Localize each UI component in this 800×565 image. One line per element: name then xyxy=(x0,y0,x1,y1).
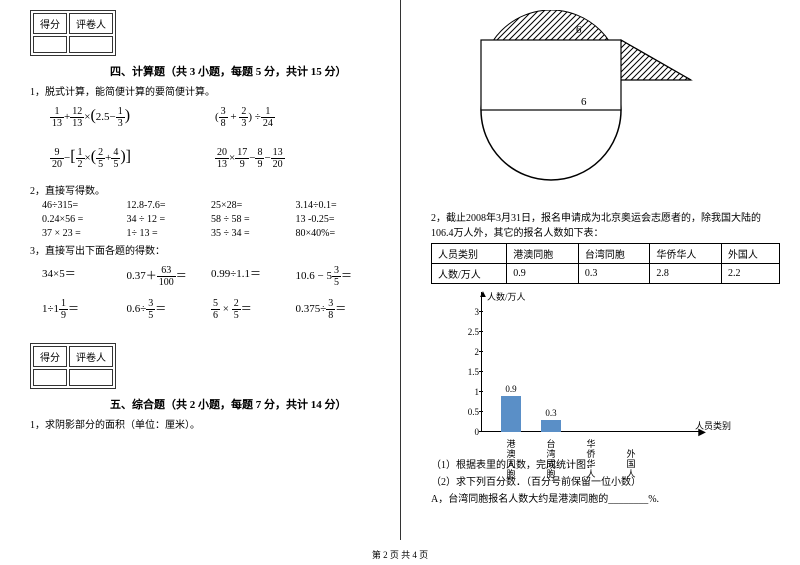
page-footer: 第 2 页 共 4 页 xyxy=(0,548,800,561)
sub-q-2: （2）求下列百分数．（百分号前保留一位小数） xyxy=(431,473,780,488)
sub-q-a: A，台湾同胞报名人数大约是港澳同胞的________%. xyxy=(431,490,780,505)
q4-3: 3，直接写出下面各题的得数： xyxy=(30,242,380,257)
q5-1: 1，求阴影部分的面积（单位：厘米）。 xyxy=(30,416,380,431)
score-box-2: 得分评卷人 xyxy=(30,343,116,389)
geometry-figure: 6 6 xyxy=(431,10,711,200)
expr-1b: (38 + 23) ÷124 xyxy=(215,106,380,129)
s2d: 0.375÷38＝ xyxy=(296,298,381,321)
score-box: 得分 评卷人 xyxy=(30,10,116,56)
label-6-top: 6 xyxy=(576,24,582,36)
expr-2b: 2013×179−89−1320 xyxy=(215,147,380,170)
score-cell-2: 评卷人 xyxy=(69,13,113,34)
x-axis-label: 人员类别 xyxy=(695,419,731,432)
s2b: 0.6÷35＝ xyxy=(127,298,212,321)
data-table: 人员类别港澳同胞台湾同胞华侨华人外国人 人数/万人0.90.32.82.2 xyxy=(431,243,780,284)
expr-2a: 920−[12×(25+45)] xyxy=(30,147,215,170)
q4-2: 2，直接写得数。 xyxy=(30,182,380,197)
s2a: 1÷119＝ xyxy=(42,298,127,321)
sub-q-1: （1）根据表里的人数，完成统计图． xyxy=(431,456,780,471)
s1c: 0.99÷1.1＝ xyxy=(211,265,296,288)
bar-chart: 人数/万人 ▲ ▶ 人员类别 32.521.510.500.9港澳同胞0.3台湾… xyxy=(451,292,711,452)
s2c: 56 × 25＝ xyxy=(211,298,296,321)
s1d: 10.6 − 535＝ xyxy=(296,265,381,288)
y-axis-label: 人数/万人 xyxy=(487,290,526,303)
label-6-inner: 6 xyxy=(581,96,587,108)
score-cell-1: 得分 xyxy=(33,13,67,34)
q4-1: 1，脱式计算，能简便计算的要简便计算。 xyxy=(30,83,380,98)
section-5-title: 五、综合题（共 2 小题，每题 7 分，共计 14 分） xyxy=(110,396,380,412)
s1b: 0.37＋63100＝ xyxy=(127,265,212,288)
section-4-title: 四、计算题（共 3 小题，每题 5 分，共计 15 分） xyxy=(110,63,380,79)
q-right-2: 2，截止2008年3月31日，报名申请成为北京奥运会志愿者的，除我国大陆的106… xyxy=(431,209,780,239)
s1a: 34×5＝ xyxy=(42,265,127,288)
expr-1a: 113+1213×(2.5−13) xyxy=(30,106,215,129)
